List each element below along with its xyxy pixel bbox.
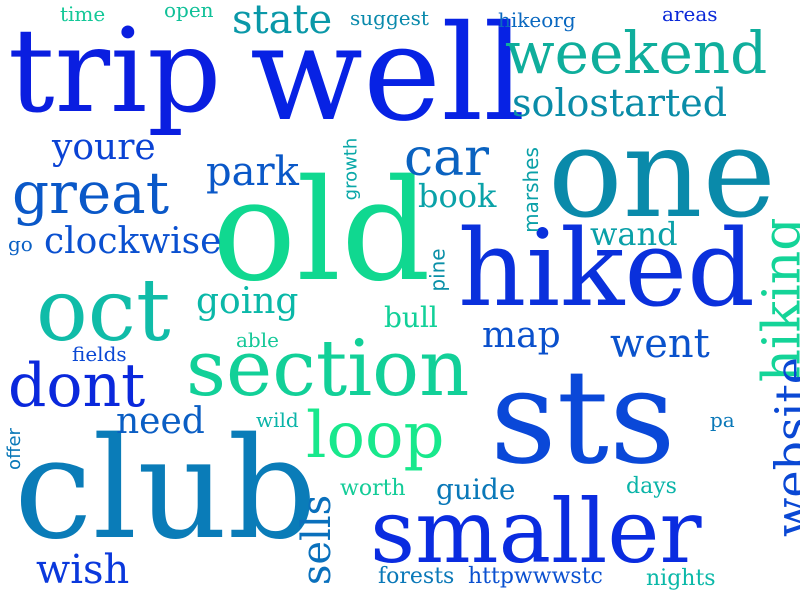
word-website: guide: [436, 473, 516, 506]
word-worth: worth: [340, 476, 406, 501]
word-pine: pine: [425, 248, 450, 292]
word-book: wand: [590, 215, 678, 253]
word-able: able: [236, 328, 279, 352]
word-going: website: [765, 356, 800, 538]
word-go: go: [8, 232, 33, 256]
word-car: car: [404, 128, 489, 188]
word-areas: areas: [662, 2, 718, 26]
word-map: need: [116, 401, 205, 442]
word-dont: dont: [8, 351, 146, 421]
word-wand: went: [610, 321, 710, 367]
word-time: time: [60, 2, 106, 26]
word-forests: forests: [378, 564, 455, 589]
word-park: sells: [294, 494, 341, 586]
word-offer: offer: [3, 428, 25, 470]
word-suggest: suggest: [350, 6, 429, 30]
word-hiking: book: [418, 177, 497, 215]
word-smaller: smaller: [370, 480, 702, 583]
word-state: state: [232, 0, 333, 43]
word-sts: sts: [490, 341, 676, 493]
word-solostarted: solostarted: [512, 81, 728, 125]
word-weekend: weekend: [505, 19, 768, 87]
word-pa: pa: [710, 408, 735, 432]
word-hikeorg: hikeorg: [498, 8, 576, 32]
word-fields: fields: [72, 342, 127, 366]
word-wild: wild: [256, 408, 299, 432]
word-growth: growth: [340, 137, 362, 201]
word-marshes: marshes: [518, 147, 543, 233]
word-went: clockwise: [44, 221, 222, 262]
word-old: old: [212, 150, 431, 313]
word-open: open: [164, 0, 214, 22]
word-bull: park: [206, 149, 299, 195]
word-hiked: hiked: [458, 207, 755, 330]
word-days: days: [626, 474, 677, 499]
word-guide: map: [482, 315, 561, 356]
word-club: club: [14, 408, 317, 571]
word-sells: bull: [384, 301, 438, 334]
word-section: section: [186, 324, 470, 414]
word-trip: trip: [8, 4, 222, 139]
word-nights: nights: [646, 566, 716, 591]
word-clockwise: wish: [36, 547, 130, 593]
word-well: well: [250, 0, 526, 151]
word-one: one: [548, 102, 776, 246]
word-need: youre: [52, 127, 156, 168]
word-loop: loop: [306, 399, 445, 473]
word-great: great: [12, 159, 170, 227]
word-httpwwwstc: httpwwwstc: [468, 564, 603, 589]
word-youre: going: [196, 281, 299, 322]
word-oct: oct: [36, 261, 171, 361]
